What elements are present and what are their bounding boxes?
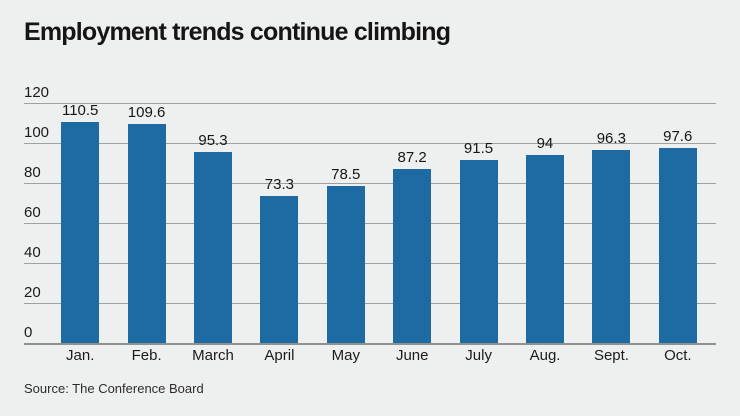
bar xyxy=(393,168,432,343)
y-tick-label: 60 xyxy=(24,204,41,221)
bar-group: 109.6 xyxy=(127,103,166,343)
gridline xyxy=(24,223,716,224)
bar-value-label: 78.5 xyxy=(331,166,361,183)
bar xyxy=(592,150,631,343)
bar-group: 87.2 xyxy=(393,103,432,343)
x-tick-label: April xyxy=(264,347,295,364)
bar xyxy=(193,152,232,343)
bar-group: 95.3 xyxy=(193,103,232,343)
x-tick-label: March xyxy=(192,347,234,364)
bar-group: 73.3 xyxy=(260,103,299,343)
bar-value-label: 91.5 xyxy=(463,140,494,157)
y-tick-label: 20 xyxy=(24,284,41,301)
x-tick-label: Feb. xyxy=(131,347,162,364)
bar-value-label: 109.6 xyxy=(127,103,166,121)
y-tick-label: 40 xyxy=(24,244,41,261)
bar-group: 110.5 xyxy=(61,102,100,343)
bar xyxy=(260,196,299,343)
bar-value-label: 73.3 xyxy=(264,176,294,194)
bar xyxy=(658,147,697,343)
bar-value-label: 96.3 xyxy=(596,130,626,148)
x-tick-label: May xyxy=(331,347,360,364)
bar xyxy=(459,160,498,343)
bar-group: 91.5 xyxy=(459,103,498,343)
gridline xyxy=(24,183,716,184)
gridline xyxy=(24,143,716,144)
source-note: Source: The Conference Board xyxy=(24,381,204,396)
bar-group: 97.6 xyxy=(658,103,697,343)
bar xyxy=(525,155,564,343)
bar-value-label: 110.5 xyxy=(61,102,99,119)
gridline xyxy=(24,263,716,264)
y-tick-label: 100 xyxy=(24,124,50,141)
x-tick-label: June xyxy=(395,347,429,364)
bar-value-label: 87.2 xyxy=(397,148,427,166)
x-tick-label: Aug. xyxy=(529,347,561,364)
bar xyxy=(127,123,166,343)
y-tick-label: 120 xyxy=(24,84,50,101)
bar xyxy=(326,186,365,343)
gridline xyxy=(24,103,716,104)
x-axis-labels: Jan. Feb. March April May June July Aug. Sept. Oc… xyxy=(47,347,711,364)
plot-area: 0 20 40 60 80 100 120 110.5 109.6 95.3 73.3 78.5 87… xyxy=(24,84,716,345)
y-tick-label: 80 xyxy=(24,164,41,181)
x-tick-label: Sept. xyxy=(593,347,629,364)
x-tick-label: July xyxy=(465,347,492,364)
x-tick-label: Oct. xyxy=(664,347,692,364)
x-tick-label: Jan. xyxy=(66,347,95,364)
bars-container: 110.5 109.6 95.3 73.3 78.5 87.2 91.5 94 96.3 97.6 xyxy=(47,102,711,343)
bar-value-label: 97.6 xyxy=(663,127,693,145)
bar xyxy=(61,122,100,343)
bar-group: 96.3 xyxy=(592,103,631,343)
bar-value-label: 94 xyxy=(536,135,554,152)
bar-value-label: 95.3 xyxy=(198,132,228,150)
bar-group: 78.5 xyxy=(326,103,365,343)
x-axis-line xyxy=(24,343,716,345)
bar-group: 94 xyxy=(525,103,564,343)
chart-title: Employment trends continue climbing xyxy=(24,18,451,46)
y-tick-label: 0 xyxy=(24,324,33,341)
gridline xyxy=(24,303,716,304)
